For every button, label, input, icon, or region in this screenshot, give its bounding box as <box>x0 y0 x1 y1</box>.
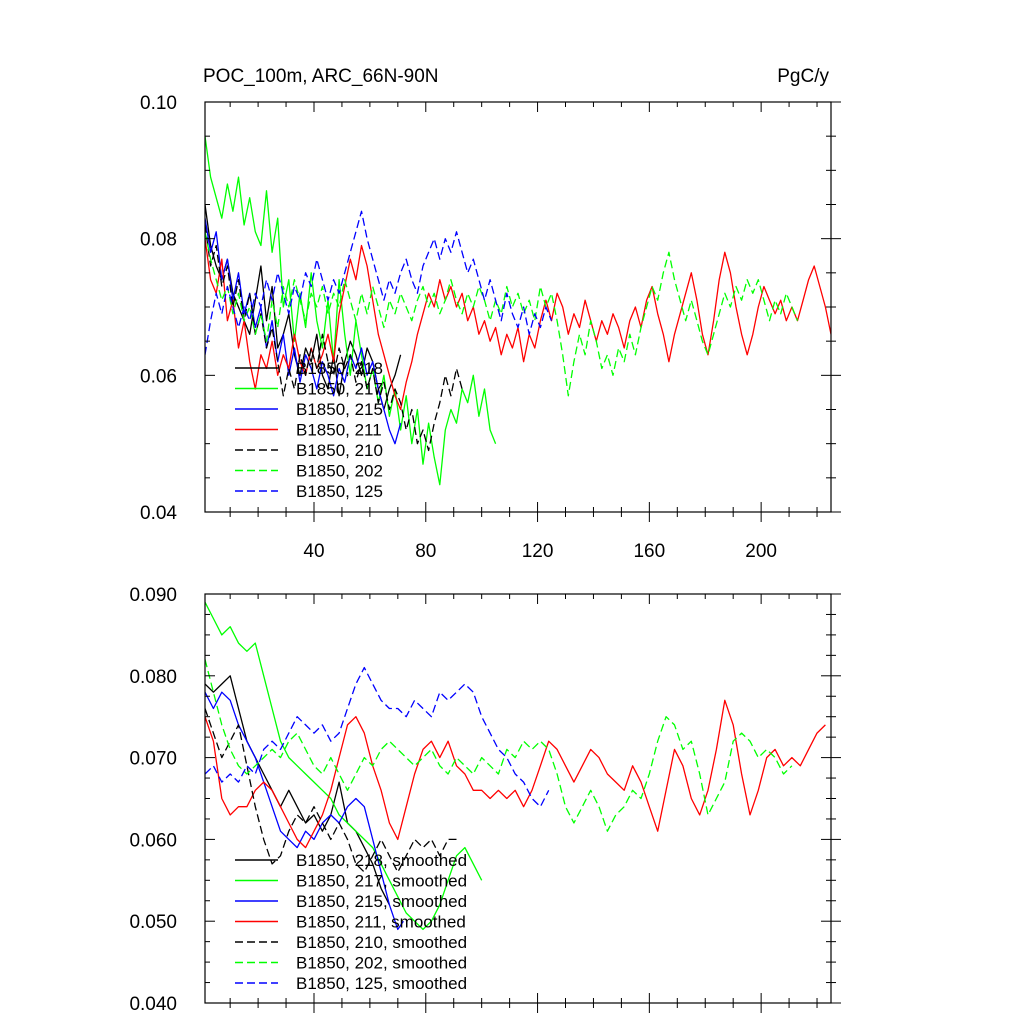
legend-label-0: B1850, 218 <box>296 359 383 378</box>
legend-label-6: B1850, 125, smoothed <box>296 974 467 993</box>
legend-label-6: B1850, 125 <box>296 482 383 501</box>
legend-label-3: B1850, 211, smoothed <box>296 913 466 932</box>
x-tick-label: 200 <box>745 541 777 562</box>
legend-label-2: B1850, 215, smoothed <box>296 892 467 911</box>
series-line-0 <box>205 204 402 411</box>
series-line-0 <box>205 675 390 906</box>
series-line-3 <box>205 699 826 849</box>
y-tick-label: 0.10 <box>140 93 177 114</box>
y-tick-label: 0.080 <box>129 667 177 688</box>
legend-label-4: B1850, 210 <box>296 441 383 460</box>
units-label: PgC/y <box>777 66 829 87</box>
series-line-1 <box>205 136 497 486</box>
legend-label-1: B1850, 217, smoothed <box>296 872 467 891</box>
y-tick-label: 0.050 <box>129 912 177 933</box>
y-tick-label: 0.060 <box>129 830 177 851</box>
y-tick-label: 0.04 <box>140 503 177 524</box>
legend-label-3: B1850, 211 <box>296 421 382 440</box>
legend-label-5: B1850, 202, smoothed <box>296 954 467 973</box>
legend-label-2: B1850, 215 <box>296 400 383 419</box>
x-tick-label: 40 <box>303 541 324 562</box>
chart-title: POC_100m, ARC_66N-90N <box>203 66 439 87</box>
series-line-4 <box>205 708 457 873</box>
series-line-4 <box>205 224 463 452</box>
legend-label-1: B1850, 217 <box>296 380 383 399</box>
y-tick-label: 0.08 <box>140 230 177 251</box>
legend: B1850, 218, smoothed B1850, 217, smoothed… <box>235 851 467 993</box>
legend-label-5: B1850, 202 <box>296 462 383 481</box>
series-line-6 <box>205 666 550 808</box>
series-line-5 <box>205 659 793 832</box>
series-group <box>205 136 831 486</box>
x-tick-label: 160 <box>633 541 665 562</box>
y-tick-label: 0.06 <box>140 366 177 387</box>
series-group <box>205 601 826 931</box>
series-line-6 <box>205 210 553 355</box>
y-tick-label: 0.070 <box>129 749 177 770</box>
legend-label-0: B1850, 218, smoothed <box>296 851 467 870</box>
y-tick-label: 0.040 <box>129 994 177 1015</box>
legend-label-4: B1850, 210, smoothed <box>296 933 467 952</box>
series-line-1 <box>205 601 483 931</box>
x-tick-label: 80 <box>415 541 436 562</box>
top-panel: POC_100m, ARC_66N-90N PgC/y 40 80 120 160 200 0… <box>140 66 841 562</box>
series-line-5 <box>205 231 799 397</box>
y-tick-label: 0.090 <box>129 585 177 606</box>
x-tick-label: 120 <box>522 541 554 562</box>
bottom-panel: 0.040 0.050 0.060 0.070 0.080 0.090 B1850, 218… <box>129 585 841 1015</box>
